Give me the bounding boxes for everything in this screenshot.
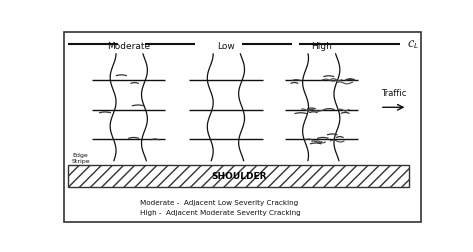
Text: Edge
Stripe: Edge Stripe [72, 152, 91, 163]
Text: Traffic: Traffic [381, 88, 406, 97]
Bar [68, 165, 409, 187]
Text: Low: Low [217, 42, 235, 51]
Text: High: High [311, 42, 332, 51]
Text: High -  Adjacent Moderate Severity Cracking: High - Adjacent Moderate Severity Cracki… [140, 209, 300, 215]
Text: SHOULDER: SHOULDER [211, 172, 266, 181]
Text: Moderate: Moderate [107, 42, 150, 51]
Text: $\mathcal{C}_L$: $\mathcal{C}_L$ [407, 38, 419, 51]
Text: Moderate -  Adjacent Low Severity Cracking: Moderate - Adjacent Low Severity Crackin… [140, 199, 298, 205]
